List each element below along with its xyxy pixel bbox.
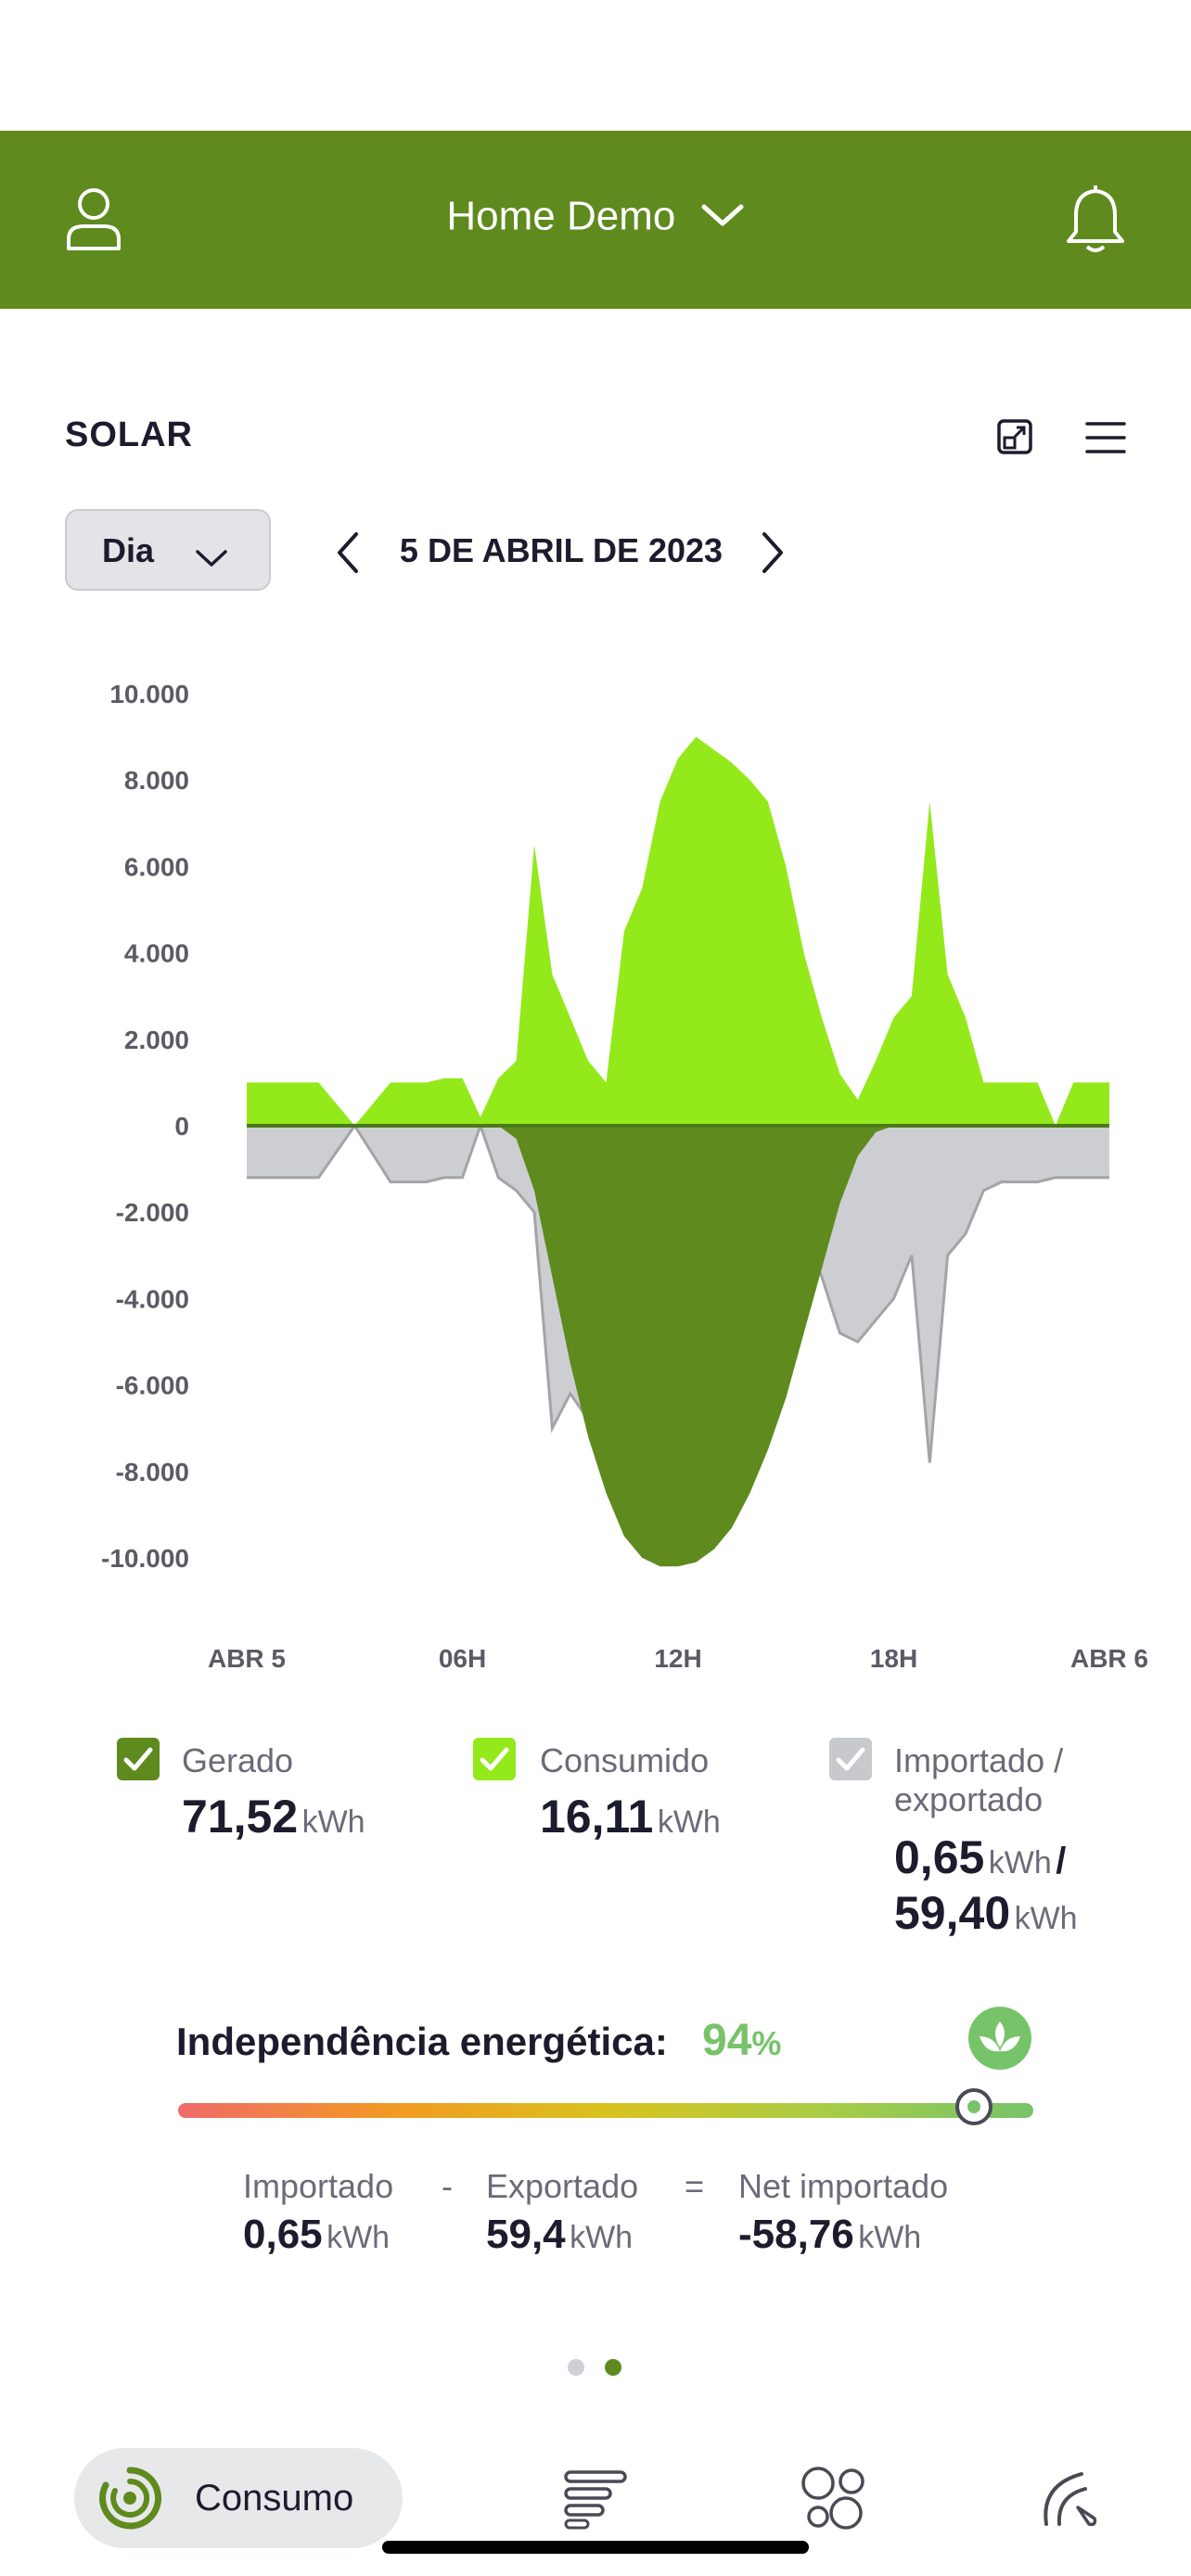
independence-number: 94 [702,2016,752,2065]
consumo-icon [95,2465,165,2536]
period-select[interactable]: Dia [65,509,271,591]
exported-value: 59,4 [486,2212,566,2257]
expand-icon[interactable] [996,418,1033,455]
independence-label: Independência energética: [176,2020,668,2063]
legend-unit: kWh [1014,1901,1078,1936]
legend-label-line2: exportado [894,1780,1044,1818]
y-tick-label: 8.000 [124,766,189,795]
solar-chart[interactable]: 10.000 8.000 6.000 4.000 2.000 0 -2.000 -4.000 -… [83,649,1150,1688]
pager-dot-1[interactable] [568,2359,584,2376]
series-importado-exportado-area [247,1126,1109,1463]
bell-icon[interactable] [1063,184,1128,254]
legend-unit: kWh [657,1804,721,1840]
section-title: SOLAR [65,415,193,454]
legend-label: Gerado [182,1741,294,1779]
y-tick-label: 6.000 [124,852,189,881]
independence-unit: % [751,2024,782,2062]
date-label: 5 DE ABRIL DE 2023 [399,531,724,569]
nav-consumo-label: Consumo [195,2478,354,2519]
imported-label: Importado [243,2167,394,2205]
y-tick-label: -4.000 [116,1284,189,1313]
pager-dot-2[interactable] [605,2359,621,2376]
legend-value: 16,11 [540,1791,654,1843]
user-icon[interactable] [65,185,122,252]
net-imported-value: -58,76 [738,2212,854,2257]
legend-value-exported: 59,40 [894,1887,1011,1939]
independence-value: 94% [702,2015,781,2066]
independence-bar [178,2103,1033,2118]
y-tick-label: -10.000 [101,1544,189,1573]
exported-unit: kWh [570,2220,634,2255]
nav-consumo-tab[interactable]: Consumo [74,2448,403,2548]
y-tick-label: 4.000 [124,939,189,968]
y-tick-label: -6.000 [116,1371,189,1400]
legend-value: 71,52 [182,1791,299,1843]
independence-knob [955,2088,992,2125]
menu-icon[interactable] [1085,419,1126,456]
chevron-down-icon [700,193,745,239]
legend-gerado[interactable]: Gerado 71,52 kWh [117,1738,414,1849]
bubbles-icon[interactable] [798,2463,872,2533]
legend-importado-exportado[interactable]: Importado / exportado 0,65 kWh / 59,40 k… [829,1738,1126,1942]
home-selector[interactable]: Home Demo [0,191,1191,239]
y-tick-label: 10.000 [109,680,189,708]
legend-consumido[interactable]: Consumido 16,11 kWh [473,1738,779,1849]
y-tick-label: -2.000 [116,1198,189,1227]
chevron-down-icon [195,539,228,578]
minus-sign: - [442,2167,453,2205]
imported-value: 0,65 [243,2212,323,2257]
x-tick-label: 06H [439,1644,486,1673]
x-tick-label: 18H [870,1644,917,1673]
checkbox-icon[interactable] [473,1738,516,1780]
legend-unit: kWh [988,1845,1052,1881]
chevron-left-icon[interactable] [334,530,362,575]
home-indicator [382,2541,809,2554]
lotus-icon [967,2005,1033,2072]
legend-separator: / [1056,1841,1067,1881]
home-title: Home Demo [446,193,676,239]
imported-unit: kWh [327,2220,391,2255]
net-imported-label: Net importado [738,2167,949,2205]
legend-label-line1: Importado / [894,1741,1064,1779]
series-gerado-area [247,1126,1109,1567]
legend-label: Consumido [540,1741,710,1779]
period-select-value: Dia [102,531,155,569]
checkbox-icon[interactable] [829,1738,872,1780]
exported-label: Exportado [486,2167,639,2205]
series-consumido-area [247,736,1109,1126]
x-tick-label: 12H [654,1644,701,1673]
legend-value-imported: 0,65 [894,1831,985,1883]
list-icon[interactable] [562,2467,629,2530]
legend-unit: kWh [301,1804,365,1840]
app-header [0,131,1191,309]
gauge-icon[interactable] [1039,2467,1106,2530]
x-tick-label: ABR 6 [1070,1644,1148,1673]
checkbox-icon[interactable] [117,1738,160,1780]
y-tick-label: -8.000 [116,1458,189,1486]
y-tick-label: 0 [174,1112,189,1141]
chevron-right-icon[interactable] [759,530,787,575]
y-tick-label: 2.000 [124,1026,189,1054]
x-tick-label: ABR 5 [208,1644,286,1673]
net-imported-unit: kWh [858,2220,922,2255]
equals-sign: = [685,2167,705,2205]
